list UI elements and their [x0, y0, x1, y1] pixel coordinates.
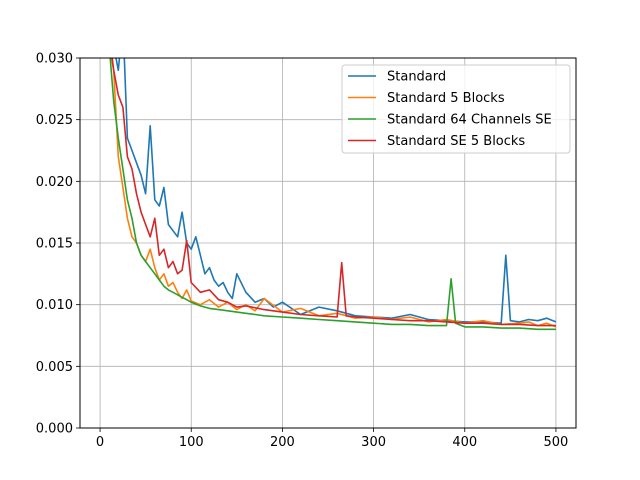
x-tick-label: 500 [544, 435, 569, 450]
x-tick-label: 100 [179, 435, 204, 450]
legend-label: Standard 5 Blocks [387, 91, 505, 106]
series-line-standard-64-channels-se [109, 58, 556, 331]
legend-label: Standard SE 5 Blocks [387, 134, 525, 149]
y-tick-label: 0.020 [36, 175, 73, 190]
legend: Standard Standard 5 Blocks Standard 64 Cha… [341, 64, 571, 154]
legend-box [341, 64, 571, 154]
x-tick-label: 200 [270, 435, 295, 450]
y-tick-label: 0.005 [36, 360, 73, 375]
series-lines [109, 58, 557, 331]
series-line-standard-se-5-blocks [111, 58, 556, 327]
x-tick-label: 0 [96, 435, 104, 450]
legend-label: Standard [387, 70, 446, 85]
legend-label: Standard 64 Channels SE [387, 113, 552, 128]
grid-lines [80, 57, 576, 429]
y-tick-label: 0.030 [36, 52, 73, 67]
y-tick-label: 0.000 [36, 422, 73, 437]
y-tick-label: 0.015 [36, 237, 73, 252]
x-tick-label: 300 [361, 435, 386, 450]
axis-ticks: 0 100 200 300 400 500 0.000 0.005 0.010 0.015 0.02… [36, 52, 569, 451]
x-tick-label: 400 [452, 435, 477, 450]
y-tick-label: 0.010 [36, 298, 73, 313]
y-tick-label: 0.025 [36, 113, 73, 128]
